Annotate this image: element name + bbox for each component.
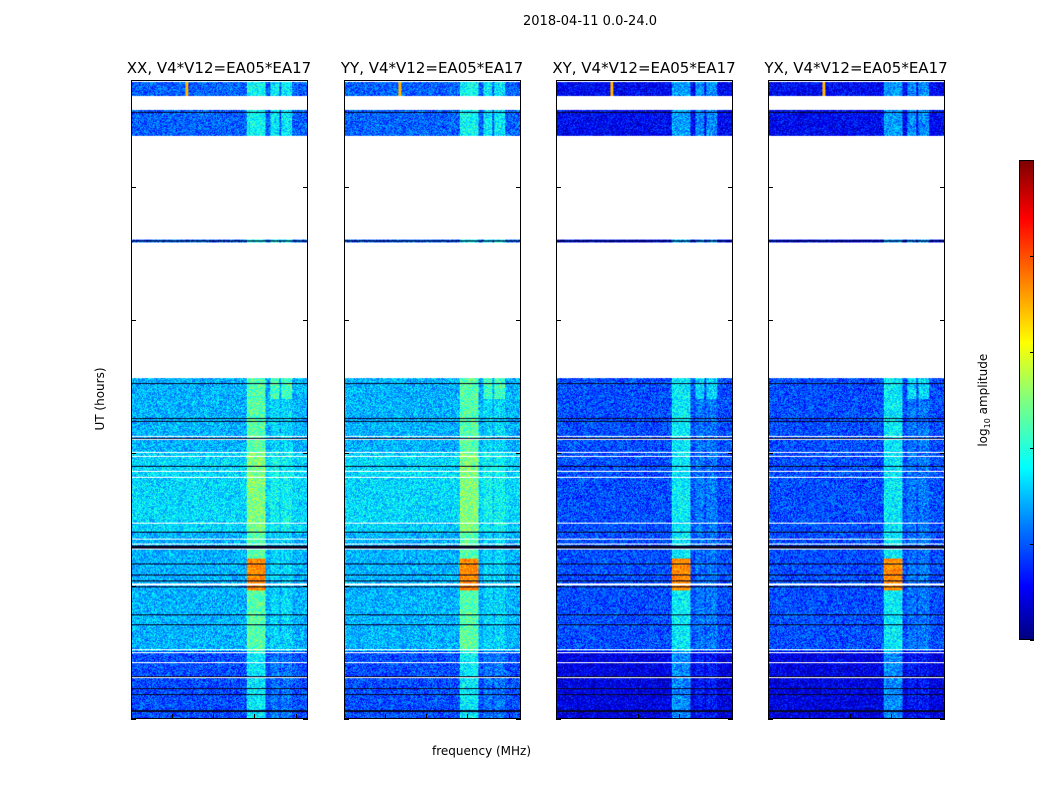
y-tick-mark <box>131 585 136 587</box>
y-tick-mark <box>728 452 733 454</box>
colorbar-tick-mark <box>1030 640 1034 641</box>
colorbar-tick-mark <box>1030 256 1034 257</box>
waterfall-panel <box>556 80 733 719</box>
x-tick-mark <box>385 714 387 719</box>
y-tick-mark <box>768 585 773 587</box>
y-tick-mark <box>131 319 136 321</box>
y-tick-mark <box>940 719 945 720</box>
waterfall-image <box>132 81 307 718</box>
y-tick-mark <box>768 719 773 720</box>
x-tick-mark <box>426 714 428 719</box>
y-axis-label: UT (hours) <box>93 367 107 431</box>
colorbar-tick-mark <box>1030 352 1034 353</box>
y-tick-mark <box>768 452 773 454</box>
x-tick-mark <box>254 714 256 719</box>
waterfall-panel <box>768 80 945 719</box>
y-tick-mark <box>303 452 308 454</box>
x-tick-mark <box>679 714 681 719</box>
y-tick-mark <box>556 452 561 454</box>
y-tick-mark <box>344 452 349 454</box>
y-tick-mark <box>940 585 945 587</box>
y-tick-mark <box>344 319 349 321</box>
y-tick-mark <box>344 186 349 188</box>
panel-title: YX, V4*V12=EA05*EA17 <box>764 59 948 77</box>
y-tick-mark <box>556 585 561 587</box>
x-tick-mark <box>295 714 297 719</box>
y-tick-mark <box>768 186 773 188</box>
x-tick-mark <box>344 714 345 719</box>
y-tick-mark <box>344 585 349 587</box>
x-tick-mark <box>809 714 811 719</box>
y-tick-mark <box>516 452 521 454</box>
x-tick-mark <box>850 714 852 719</box>
y-tick-mark <box>728 719 733 720</box>
x-tick-mark <box>213 714 215 719</box>
x-tick-mark <box>768 714 769 719</box>
y-tick-mark <box>556 186 561 188</box>
x-tick-mark <box>720 714 722 719</box>
waterfall-panel <box>344 80 521 719</box>
y-tick-mark <box>516 319 521 321</box>
y-tick-mark <box>556 319 561 321</box>
y-tick-mark <box>728 585 733 587</box>
y-tick-mark <box>516 186 521 188</box>
waterfall-image <box>557 81 732 718</box>
y-tick-mark <box>940 319 945 321</box>
x-tick-mark <box>467 714 469 719</box>
y-tick-mark <box>344 719 349 720</box>
waterfall-image <box>345 81 520 718</box>
y-tick-mark <box>940 452 945 454</box>
colorbar <box>1019 160 1034 640</box>
x-tick-mark <box>597 714 599 719</box>
panel-title: XY, V4*V12=EA05*EA17 <box>552 59 736 77</box>
y-tick-mark <box>940 186 945 188</box>
x-tick-mark <box>172 714 174 719</box>
figure-title: 2018-04-11 0.0-24.0 <box>523 14 657 29</box>
panel-title: YY, V4*V12=EA05*EA17 <box>340 59 524 77</box>
colorbar-tick-mark <box>1030 160 1034 161</box>
panel-title: XX, V4*V12=EA05*EA17 <box>126 59 312 77</box>
y-tick-mark <box>303 585 308 587</box>
x-tick-mark <box>131 714 132 719</box>
colorbar-label: log10 amplitude <box>975 353 993 447</box>
x-tick-mark <box>891 714 893 719</box>
y-tick-mark <box>768 319 773 321</box>
x-tick-mark <box>508 714 510 719</box>
y-tick-mark <box>516 585 521 587</box>
y-tick-mark <box>556 719 561 720</box>
x-tick-mark <box>556 714 557 719</box>
y-tick-mark <box>516 719 521 720</box>
y-tick-mark <box>303 719 308 720</box>
waterfall-image <box>769 81 944 718</box>
y-tick-mark <box>728 319 733 321</box>
y-tick-mark <box>303 319 308 321</box>
x-axis-label: frequency (MHz) <box>432 744 532 758</box>
y-tick-mark <box>728 186 733 188</box>
x-tick-mark <box>932 714 934 719</box>
colorbar-tick-mark <box>1030 544 1034 545</box>
y-tick-mark <box>131 186 136 188</box>
waterfall-panel <box>131 80 308 719</box>
y-tick-mark <box>131 719 136 720</box>
y-tick-mark <box>131 452 136 454</box>
x-tick-mark <box>638 714 640 719</box>
y-tick-mark <box>303 186 308 188</box>
colorbar-tick-mark <box>1030 448 1034 449</box>
